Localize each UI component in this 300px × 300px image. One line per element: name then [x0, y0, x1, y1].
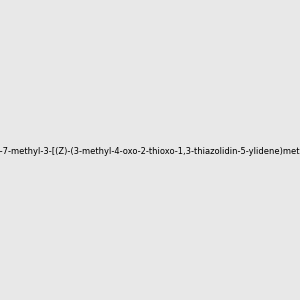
Text: 2-[4-(2-fluorophenyl)piperazin-1-yl]-7-methyl-3-[(Z)-(3-methyl-4-oxo-2-thioxo-1,: 2-[4-(2-fluorophenyl)piperazin-1-yl]-7-m…	[0, 147, 300, 156]
